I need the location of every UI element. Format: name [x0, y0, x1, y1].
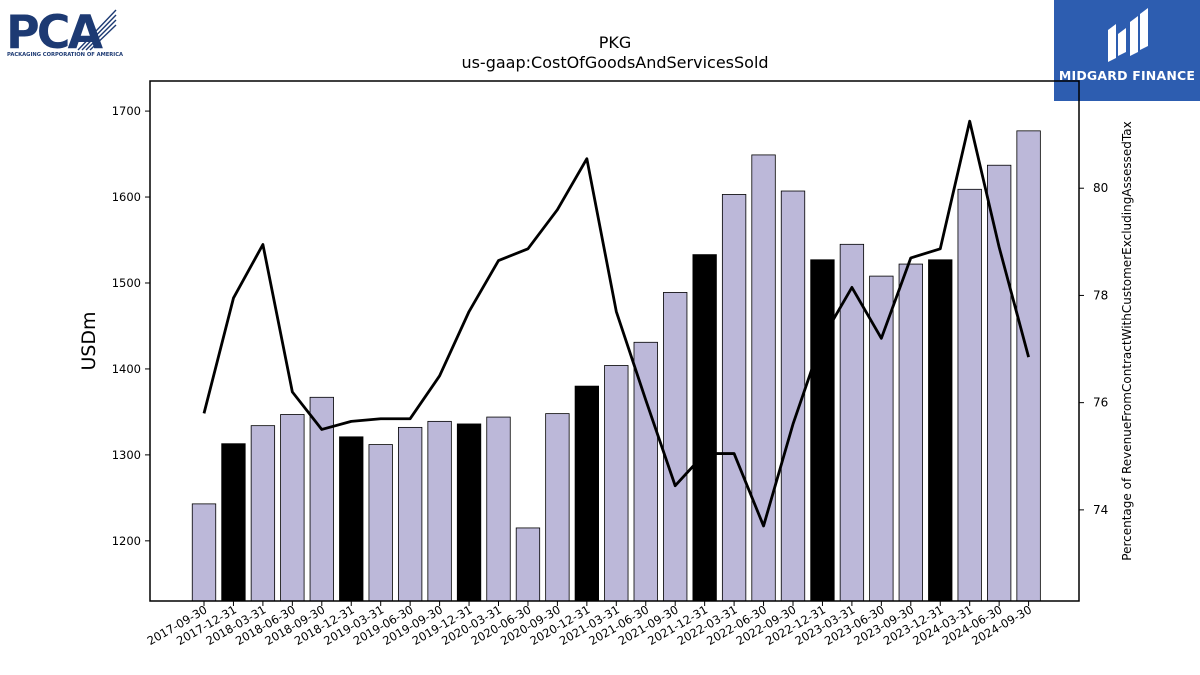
bar-2024-03-31: [957, 188, 982, 602]
y2-tick-label: 80: [1093, 181, 1108, 195]
bar-series: [191, 130, 1041, 602]
y-tick-label: 1700: [112, 104, 141, 118]
pca-logo-mark: PCA: [6, 5, 117, 59]
bar-2020-03-31: [486, 416, 511, 602]
bar-2018-06-30: [280, 414, 305, 602]
y-tick-label: 1500: [112, 276, 141, 290]
y-tick-label: 1600: [112, 190, 141, 204]
chart-subtitle: us-gaap:CostOfGoodsAndServicesSold: [461, 53, 768, 72]
y-tick-label: 1400: [112, 362, 141, 376]
y-axis-label: USDm: [78, 311, 100, 370]
bar-2018-03-31: [250, 425, 276, 602]
bar-2023-12-31: [928, 259, 953, 602]
bar-2020-09-30: [545, 413, 570, 602]
bar-2024-09-30: [1016, 130, 1041, 602]
bar-2023-03-31: [839, 243, 865, 602]
bar-2021-03-31: [604, 365, 629, 602]
plot-frame: [149, 80, 1080, 602]
midgard-finance-logo: MIDGARD FINANCE: [1054, 0, 1200, 101]
bar-2017-12-31: [221, 443, 246, 602]
bar-2022-06-30: [751, 154, 776, 602]
bar-2019-09-30: [427, 420, 452, 602]
bar-2021-06-30: [633, 341, 658, 602]
midgard-mark-icon: [1108, 8, 1148, 62]
bar-2021-09-30: [663, 292, 688, 602]
y2-axis-label: Percentage of RevenueFromContractWithCus…: [1120, 121, 1134, 560]
bar-2024-06-30: [987, 164, 1012, 602]
y2-tick-label: 78: [1093, 288, 1108, 302]
y2-tick-label: 76: [1093, 396, 1108, 410]
bar-2018-12-31: [339, 436, 364, 602]
y2-tick-label: 74: [1093, 503, 1108, 517]
pca-tagline: PACKAGING CORPORATION OF AMERICA: [7, 52, 124, 58]
bar-2020-12-31: [574, 385, 599, 602]
bar-2023-09-30: [898, 263, 923, 602]
y-tick-label: 1200: [112, 534, 141, 548]
bar-2022-12-31: [810, 259, 835, 602]
bar-2019-06-30: [397, 426, 423, 602]
midgard-finance-name: MIDGARD FINANCE: [1058, 68, 1196, 83]
percentage-line: [202, 119, 1030, 528]
x-axis: 2017-09-302017-12-312018-03-312018-06-30…: [145, 601, 1034, 648]
chart-title: PKG: [599, 33, 632, 52]
left-y-axis: 1200 1300 1400 1500 1600 1700: [112, 104, 150, 548]
bar-2020-06-30: [515, 527, 541, 602]
bar-2022-03-31: [721, 194, 747, 602]
bar-2017-09-30: [191, 503, 217, 602]
y-tick-label: 1300: [112, 448, 141, 462]
bar-2021-12-31: [692, 254, 717, 602]
bar-2019-03-31: [368, 444, 393, 602]
bar-2019-12-31: [456, 423, 482, 602]
pca-logo: PCA PACKAGING CORPORATION OF AMERICA: [6, 5, 123, 64]
svg-text:PCA: PCA: [6, 6, 103, 52]
line-series: [202, 119, 1030, 528]
right-y-axis: 74 76 78 80: [1079, 181, 1108, 517]
